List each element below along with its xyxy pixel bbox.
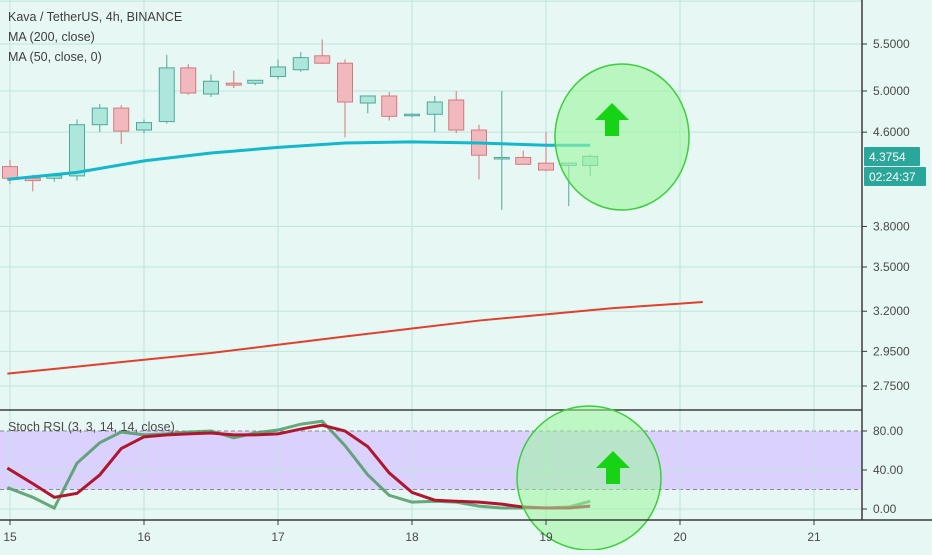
time-axis-tick-label: 16	[137, 530, 151, 544]
candle-up	[136, 122, 152, 131]
osc-axis-tick-label: 40.00	[873, 463, 903, 477]
candle-up	[69, 124, 85, 177]
time-axis-tick-label: 20	[673, 530, 687, 544]
candle-up	[404, 113, 420, 117]
price-up-arrow-icon	[595, 103, 629, 136]
time-axis-tick-label: 21	[807, 530, 821, 544]
candle-down	[225, 82, 242, 86]
candle-down	[337, 62, 353, 103]
osc-axis-tick-label: 0.00	[873, 502, 897, 516]
price-axis-tick-label: 5.5000	[873, 37, 910, 51]
price-highlight-circle	[554, 63, 690, 211]
ma-50-legend: MA (50, close, 0)	[8, 50, 102, 64]
candle-up	[158, 67, 175, 123]
ma-200-legend: MA (200, close)	[8, 30, 95, 44]
price-axis-panel	[862, 0, 932, 520]
candle-down	[180, 67, 197, 94]
candle-down	[381, 95, 398, 117]
candle-down	[515, 156, 532, 165]
current-price-badge	[864, 147, 920, 166]
candle-up	[247, 79, 264, 84]
stoch-rsi-band	[0, 431, 862, 490]
countdown-badge	[864, 167, 926, 186]
price-axis-tick-label: 3.2000	[873, 304, 910, 318]
candle-down	[113, 107, 130, 132]
ma-200-line	[7, 301, 703, 375]
time-axis-tick-label: 18	[405, 530, 419, 544]
candle-up	[359, 95, 376, 104]
candle-up	[91, 107, 108, 126]
countdown-label: 02:24:37	[869, 170, 916, 184]
price-axis-tick-label: 2.7500	[873, 379, 910, 393]
osc-highlight-circle	[516, 405, 662, 551]
candle-up	[270, 66, 286, 77]
price-axis-tick-label: 3.8000	[873, 219, 910, 233]
candle-down	[538, 162, 554, 171]
price-axis-tick-label: 4.6000	[873, 125, 910, 139]
time-axis-tick-label: 15	[3, 530, 17, 544]
candle-up	[426, 101, 443, 115]
candle-up	[203, 80, 219, 95]
stoch-d-line	[6, 423, 591, 510]
chart-title: Kava / TetherUS, 4h, BINANCE	[8, 10, 182, 24]
price-axis-tick-label: 5.0000	[873, 84, 910, 98]
stoch-k-line	[6, 419, 591, 511]
time-axis-tick-label: 19	[539, 530, 553, 544]
osc-axis-tick-label: 80.00	[873, 424, 903, 438]
candle-up	[493, 156, 510, 160]
price-axis-tick-label: 2.9500	[873, 344, 910, 358]
candle-down	[448, 99, 465, 131]
current-price-label: 4.3754	[869, 150, 906, 164]
price-axis-tick-label: 3.5000	[873, 260, 910, 274]
time-axis-tick-label: 17	[271, 530, 285, 544]
candle-down	[314, 55, 331, 64]
osc-up-arrow-icon	[596, 451, 630, 484]
stoch-rsi-legend: Stoch RSI (3, 3, 14, 14, close)	[8, 420, 175, 434]
ma-50-line	[7, 140, 591, 181]
candle-up	[292, 57, 309, 71]
candle-down	[2, 166, 18, 179]
